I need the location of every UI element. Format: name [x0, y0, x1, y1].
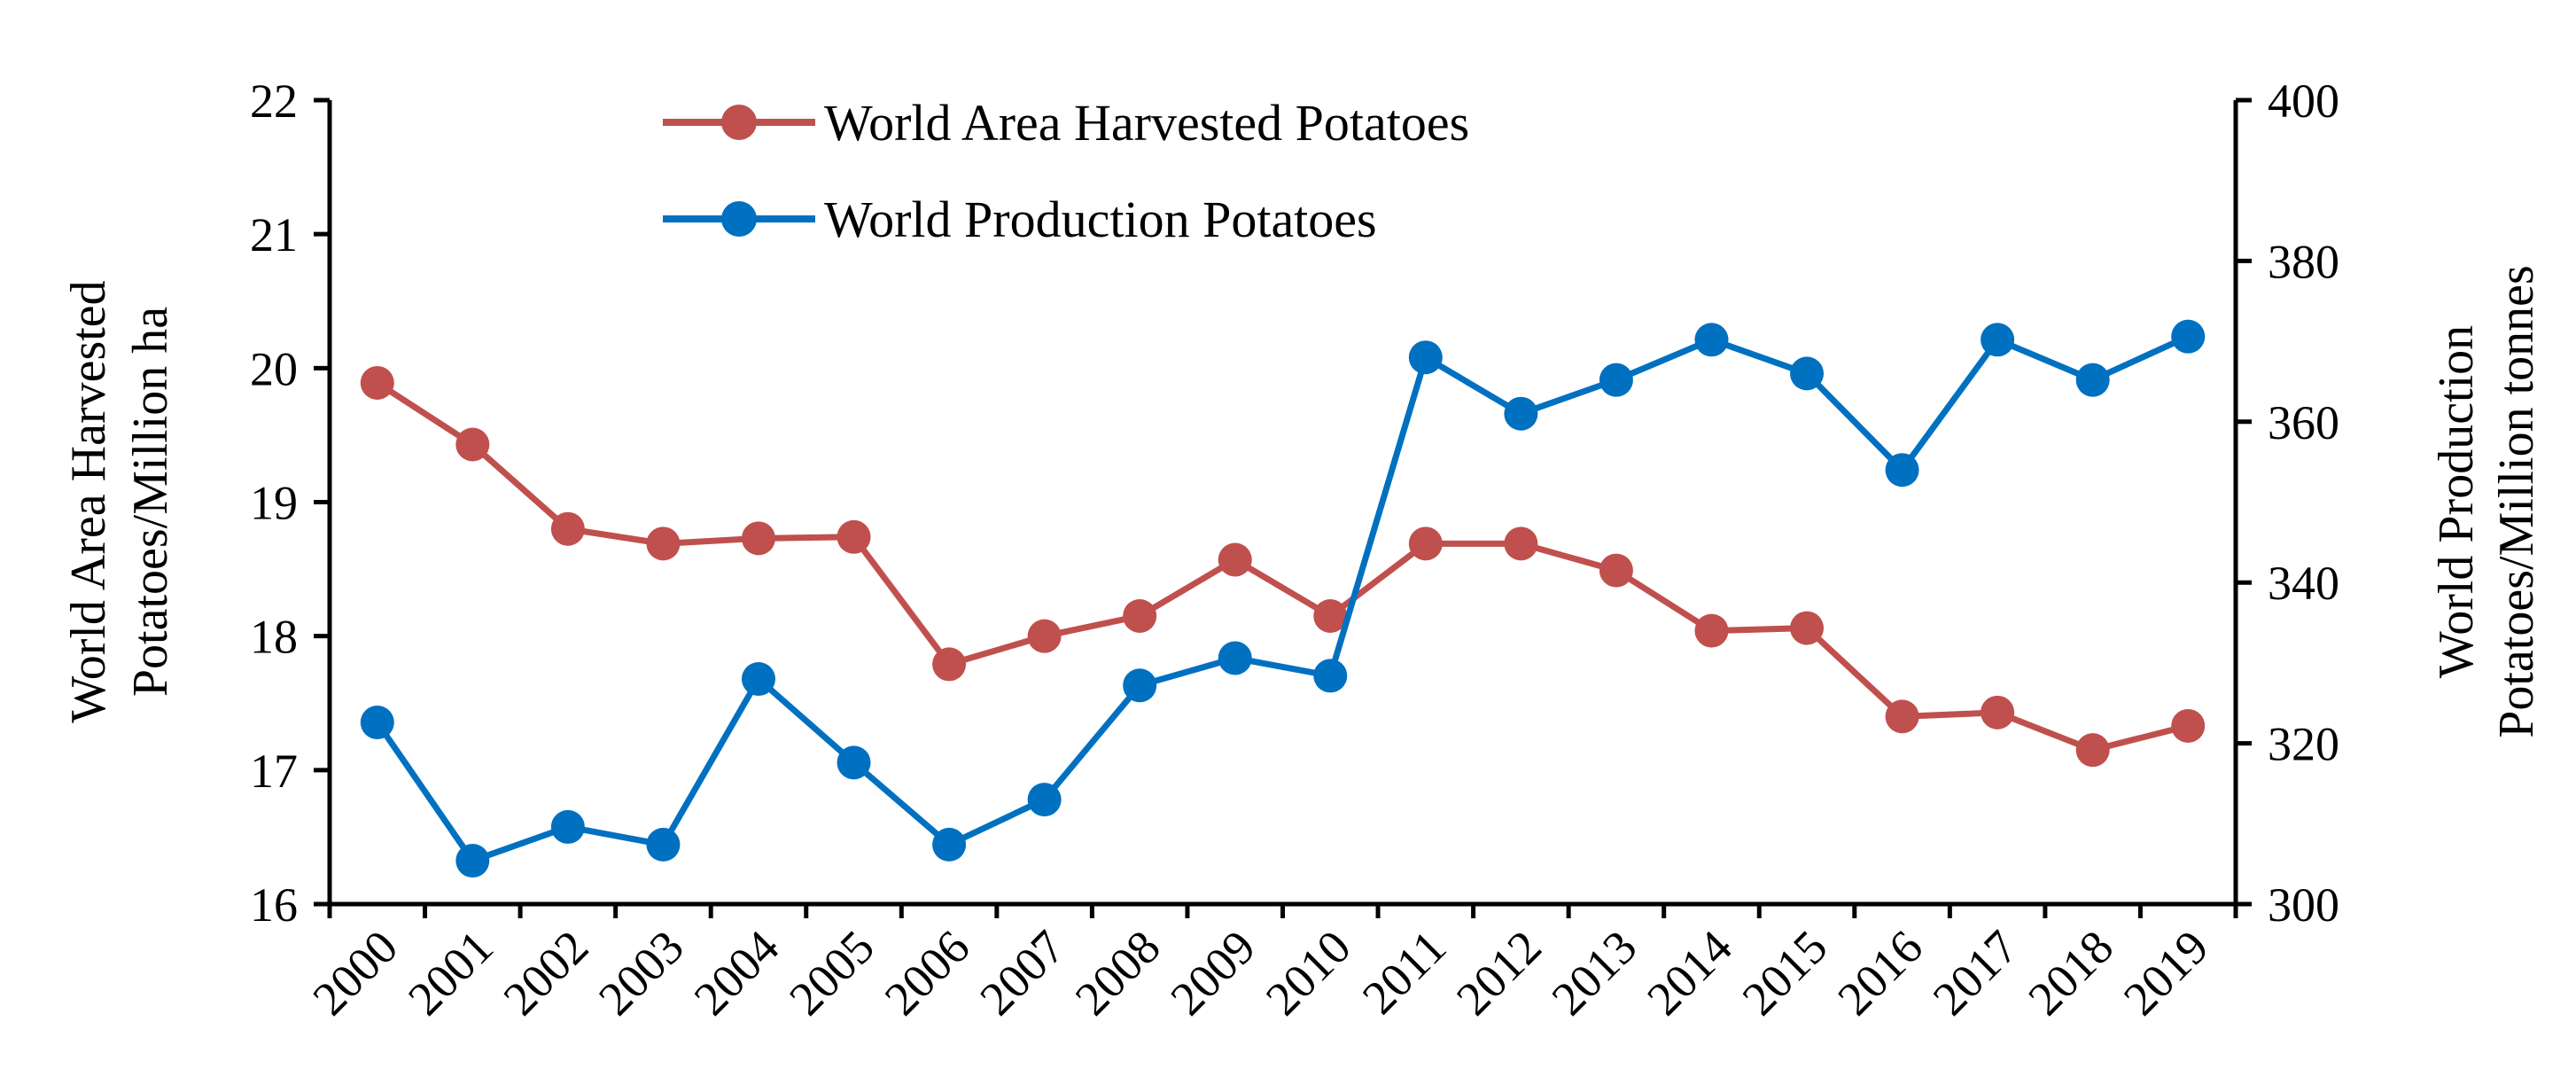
right-y-tick-label: 340 — [2268, 557, 2339, 610]
data-point-production — [1504, 396, 1538, 431]
series-line-production — [374, 333, 2190, 864]
data-point-production — [837, 745, 871, 780]
x-tick-label: 2003 — [588, 920, 694, 1026]
legend-marker-area — [721, 105, 757, 140]
data-point-production — [455, 844, 490, 878]
legend-label-area: World Area Harvested Potatoes — [824, 94, 1469, 152]
data-point-area-harvested — [1408, 526, 1443, 561]
x-tick-label: 2015 — [1732, 920, 1838, 1026]
x-tick-label: 2012 — [1446, 920, 1552, 1026]
data-point-area-harvested — [1027, 619, 1062, 653]
right-y-tick-label: 400 — [2268, 74, 2339, 128]
left-y-tick-label: 18 — [250, 611, 298, 664]
axis-titles: World Area Harvested Potatoes/Million ha… — [61, 265, 2544, 738]
data-point-area-harvested — [1599, 553, 1633, 588]
data-point-production — [1981, 323, 2015, 357]
data-point-area-harvested — [837, 519, 871, 554]
right-y-tick-label: 380 — [2268, 235, 2339, 288]
data-point-area-harvested — [1504, 526, 1538, 561]
data-point-area-harvested — [1981, 695, 2015, 729]
x-tick-label: 2007 — [969, 920, 1075, 1026]
x-tick-label: 2000 — [302, 920, 408, 1026]
left-y-tick-label: 21 — [250, 208, 298, 261]
data-point-production — [1313, 659, 1348, 693]
data-point-production — [1218, 641, 1252, 675]
data-point-production — [646, 827, 681, 862]
data-point-production — [1599, 363, 1633, 397]
left-y-tick-label: 19 — [250, 477, 298, 530]
x-tick-label: 2013 — [1542, 920, 1647, 1026]
legend-label-production: World Production Potatoes — [824, 191, 1377, 248]
x-tick-label: 2001 — [398, 920, 503, 1026]
x-tick-label: 2006 — [875, 920, 980, 1026]
data-point-area-harvested — [455, 427, 490, 462]
data-point-production — [741, 662, 775, 697]
data-point-area-harvested — [741, 521, 775, 556]
data-point-production — [550, 809, 585, 844]
data-point-production — [932, 827, 967, 862]
data-point-production — [2171, 319, 2206, 354]
left-axis-title-line2: Potatoes/Million ha — [123, 307, 178, 697]
x-tick-label: 2014 — [1637, 920, 1742, 1026]
data-point-area-harvested — [360, 365, 394, 400]
data-point-area-harvested — [1313, 598, 1348, 633]
x-tick-label: 2018 — [2018, 920, 2123, 1026]
left-y-tick-label: 16 — [250, 878, 298, 932]
series-line-area-harvested — [375, 380, 2190, 753]
right-axis-title-line1: World Production — [2429, 325, 2484, 678]
data-point-production — [2075, 363, 2110, 397]
x-tick-label: 2011 — [1352, 920, 1456, 1024]
legend: World Area Harvested Potatoes World Prod… — [663, 94, 1469, 248]
right-axis-title-line2: Potatoes/Million tonnes — [2489, 265, 2544, 738]
data-point-area-harvested — [1885, 699, 1919, 734]
legend-marker-production — [721, 201, 757, 237]
data-point-area-harvested — [932, 647, 967, 682]
right-y-tick-label: 320 — [2268, 718, 2339, 771]
x-tick-label: 2009 — [1160, 920, 1265, 1026]
left-axis-title-line1: World Area Harvested — [61, 280, 116, 722]
data-point-production — [360, 706, 394, 740]
left-y-tick-label: 20 — [250, 342, 298, 395]
x-tick-label: 2002 — [494, 920, 599, 1026]
data-point-production — [1123, 668, 1157, 703]
data-point-production — [1790, 356, 1825, 391]
data-point-area-harvested — [646, 526, 681, 561]
right-y-tick-label: 300 — [2268, 878, 2339, 932]
series — [360, 319, 2206, 878]
x-tick-label: 2016 — [1827, 920, 1933, 1026]
data-point-production — [1885, 453, 1919, 488]
x-tick-label: 2010 — [1256, 920, 1361, 1026]
data-point-area-harvested — [1790, 611, 1825, 645]
data-point-production — [1408, 340, 1443, 375]
right-y-tick-label: 360 — [2268, 396, 2339, 449]
data-point-area-harvested — [1694, 613, 1729, 648]
data-point-production — [1694, 323, 1729, 357]
x-tick-label: 2008 — [1065, 920, 1171, 1026]
data-point-area-harvested — [2171, 708, 2206, 743]
data-point-area-harvested — [1218, 542, 1252, 577]
x-tick-label: 2004 — [684, 920, 790, 1026]
data-point-area-harvested — [2075, 733, 2110, 768]
data-point-production — [1027, 783, 1062, 817]
x-tick-label: 2017 — [1923, 920, 2028, 1026]
data-point-area-harvested — [1123, 598, 1157, 633]
left-y-tick-label: 17 — [250, 745, 298, 798]
x-tick-label: 2005 — [779, 920, 884, 1026]
data-point-area-harvested — [550, 511, 585, 546]
x-tick-label: 2019 — [2113, 920, 2219, 1026]
left-y-tick-label: 22 — [250, 74, 298, 128]
